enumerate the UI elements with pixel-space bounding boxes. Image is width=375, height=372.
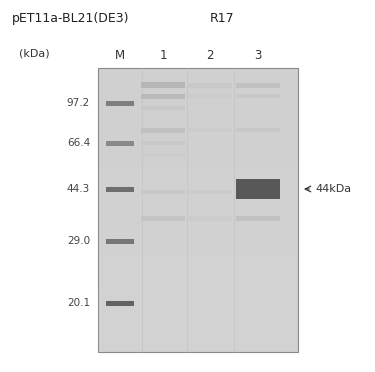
Bar — [98, 82, 298, 96]
Bar — [98, 167, 298, 182]
Bar — [236, 141, 280, 145]
Bar — [106, 238, 134, 244]
Bar — [106, 141, 134, 145]
Bar — [98, 68, 298, 352]
Bar — [98, 295, 298, 310]
Bar — [188, 128, 232, 132]
Text: (kDa): (kDa) — [20, 48, 50, 58]
Bar — [98, 110, 298, 125]
Bar — [141, 153, 185, 157]
Bar — [141, 82, 185, 88]
Bar — [141, 106, 185, 110]
Text: 2: 2 — [206, 49, 214, 62]
Bar — [106, 186, 134, 192]
Text: 66.4: 66.4 — [67, 138, 90, 148]
Bar — [98, 281, 298, 295]
Bar — [236, 106, 280, 110]
Text: M: M — [115, 49, 125, 62]
Text: R17: R17 — [210, 12, 235, 25]
Bar — [188, 141, 232, 145]
Text: 44kDa: 44kDa — [315, 184, 351, 194]
Text: pET11a-BL21(DE3): pET11a-BL21(DE3) — [12, 12, 129, 25]
Bar — [98, 182, 298, 196]
Bar — [98, 139, 298, 153]
Bar — [141, 128, 185, 132]
Bar — [141, 141, 185, 145]
Bar — [236, 128, 280, 132]
Bar — [141, 190, 185, 194]
Bar — [98, 68, 298, 82]
Text: 20.1: 20.1 — [67, 298, 90, 308]
Bar — [236, 215, 280, 221]
Bar — [236, 179, 280, 199]
Bar — [98, 267, 298, 281]
Bar — [106, 100, 134, 106]
Bar — [98, 125, 298, 139]
Bar — [98, 224, 298, 238]
Bar — [188, 190, 232, 194]
Bar — [188, 83, 232, 87]
Bar — [188, 94, 232, 98]
Bar — [98, 338, 298, 352]
Bar — [98, 210, 298, 224]
Bar — [141, 93, 185, 99]
Text: 29.0: 29.0 — [67, 236, 90, 246]
Bar — [98, 324, 298, 338]
Bar — [236, 83, 280, 87]
Bar — [188, 215, 232, 221]
Bar — [236, 94, 280, 98]
Bar — [188, 106, 232, 110]
Bar — [98, 196, 298, 210]
Bar — [106, 301, 134, 305]
Text: 97.2: 97.2 — [67, 98, 90, 108]
Bar — [98, 253, 298, 267]
Bar — [98, 153, 298, 167]
Bar — [98, 310, 298, 324]
Bar — [98, 96, 298, 110]
Bar — [141, 215, 185, 221]
Text: 44.3: 44.3 — [67, 184, 90, 194]
Text: 3: 3 — [254, 49, 262, 62]
Text: 1: 1 — [159, 49, 167, 62]
Bar — [98, 238, 298, 253]
